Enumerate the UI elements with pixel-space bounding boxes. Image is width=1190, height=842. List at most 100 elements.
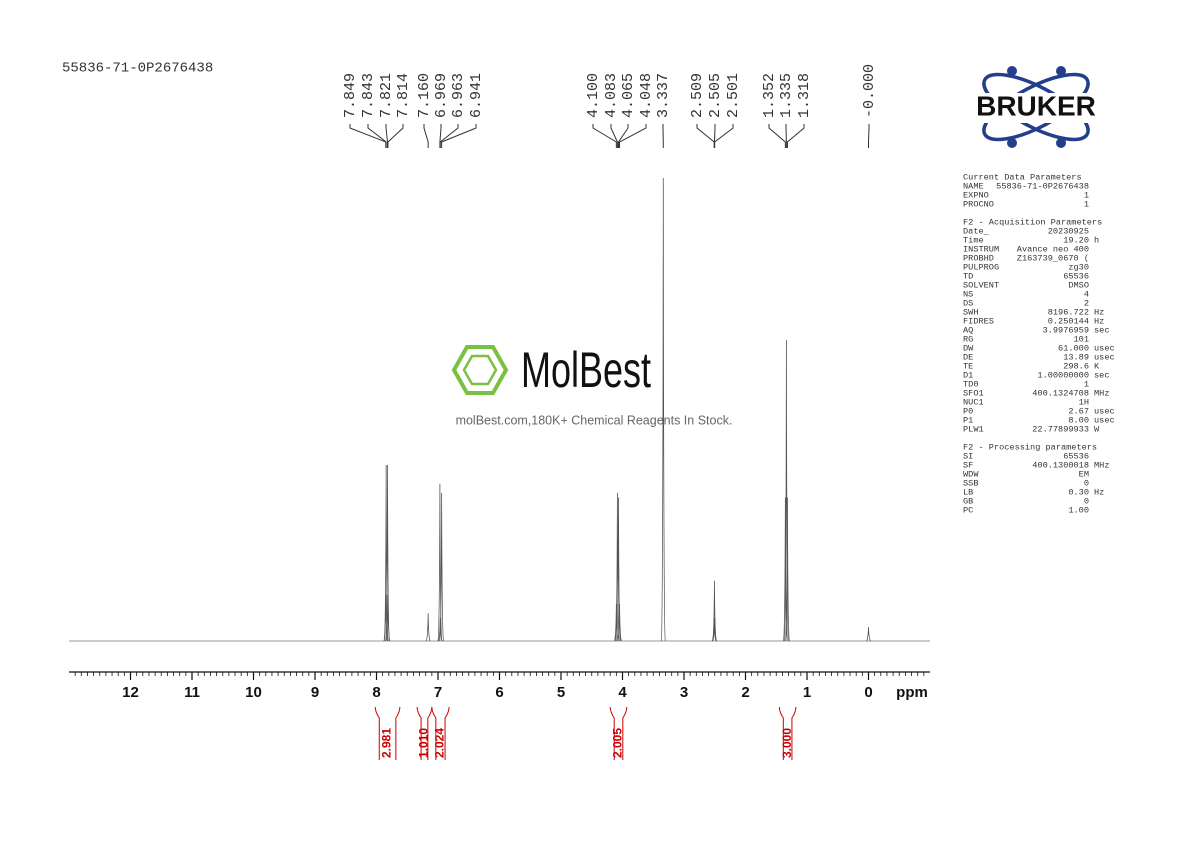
parameter-name: RG bbox=[963, 334, 973, 344]
parameter-value: 1.00 bbox=[1068, 505, 1089, 515]
peak-label: 6.969 bbox=[433, 73, 450, 118]
peak-label-connector bbox=[786, 124, 805, 148]
parameter-value: DMSO bbox=[1068, 280, 1089, 290]
parameter-value: 400.1324708 bbox=[1032, 388, 1089, 398]
parameter-name: Time bbox=[963, 235, 984, 245]
peak bbox=[712, 617, 718, 642]
parameter-name: FIDRES bbox=[963, 316, 994, 326]
peak-label-connector bbox=[696, 124, 715, 148]
parameter-unit: MHz bbox=[1094, 388, 1109, 398]
peak-label-connector bbox=[423, 124, 429, 148]
parameter-value: zg30 bbox=[1068, 262, 1089, 272]
parameter-name: DS bbox=[963, 298, 973, 308]
parameter-value: 1.00000000 bbox=[1037, 370, 1089, 380]
peak-label: 6.963 bbox=[450, 73, 467, 118]
parameter-name: SOLVENT bbox=[963, 280, 999, 290]
peak-label: 6.941 bbox=[468, 73, 485, 118]
parameter-unit: usec bbox=[1094, 352, 1115, 362]
parameter-value: 8196.722 bbox=[1048, 307, 1089, 317]
parameter-name: SWH bbox=[963, 307, 978, 317]
parameter-value: 101 bbox=[1074, 334, 1089, 344]
parameter-value: 19.20 bbox=[1063, 235, 1089, 245]
parameter-name: SF bbox=[963, 460, 973, 470]
parameter-name: NS bbox=[963, 289, 973, 299]
parameter-name: TD0 bbox=[963, 379, 978, 389]
parameter-name: TD bbox=[963, 271, 973, 281]
parameters-title: F2 - Acquisition Parameters bbox=[963, 217, 1102, 227]
parameter-value: 65536 bbox=[1063, 271, 1089, 281]
peak bbox=[784, 340, 789, 642]
peak-label: 4.065 bbox=[620, 73, 637, 118]
parameter-value: 1 bbox=[1084, 379, 1089, 389]
parameter-value: 13.89 bbox=[1063, 352, 1089, 362]
parameter-value: 2 bbox=[1084, 298, 1089, 308]
peak bbox=[660, 177, 666, 642]
watermark-icon bbox=[451, 345, 509, 395]
parameter-value: 0.250144 bbox=[1048, 316, 1089, 326]
parameter-unit: usec bbox=[1094, 343, 1115, 353]
parameter-value: 4 bbox=[1084, 289, 1089, 299]
peak-label-connector bbox=[610, 124, 618, 148]
integral-label: 1.010 bbox=[417, 728, 431, 758]
peak-label: 7.814 bbox=[395, 73, 412, 118]
watermark-brand: MolBest bbox=[521, 344, 651, 399]
x-tick-label: 2 bbox=[741, 684, 749, 701]
parameter-value: EM bbox=[1079, 469, 1089, 479]
peak-label: 2.509 bbox=[689, 73, 706, 118]
parameter-value: Avance neo 400 bbox=[1017, 244, 1089, 254]
parameter-value: 3.9976959 bbox=[1043, 325, 1089, 335]
parameter-name: INSTRUM bbox=[963, 244, 999, 254]
parameter-unit: Hz bbox=[1094, 487, 1104, 497]
peak-label: 7.160 bbox=[416, 73, 433, 118]
parameters-title: Current Data Parameters bbox=[963, 172, 1082, 182]
x-tick-label: 10 bbox=[245, 684, 262, 701]
parameters-title: F2 - Processing parameters bbox=[963, 442, 1097, 452]
parameter-unit: h bbox=[1094, 235, 1099, 245]
parameter-name: WDW bbox=[963, 469, 979, 479]
parameter-value: 22.77899933 bbox=[1032, 424, 1089, 434]
bruker-logo bbox=[982, 66, 1090, 148]
logo-backdrop bbox=[955, 93, 1117, 123]
parameter-value: 2.67 bbox=[1068, 406, 1089, 416]
parameter-value: 61.000 bbox=[1058, 343, 1089, 353]
peak-label-connector bbox=[714, 124, 734, 148]
peak bbox=[785, 497, 790, 642]
x-tick-label: 11 bbox=[184, 684, 200, 701]
parameter-value: 0 bbox=[1084, 496, 1089, 506]
parameter-unit: W bbox=[1094, 424, 1100, 434]
x-tick-label: 9 bbox=[311, 684, 319, 701]
peak bbox=[615, 492, 620, 642]
parameter-value: 1H bbox=[1079, 397, 1089, 407]
peak-label: 4.048 bbox=[638, 73, 655, 118]
peak-label: 1.352 bbox=[761, 73, 778, 118]
parameter-name: PLW1 bbox=[963, 424, 984, 434]
watermark-tagline: molBest.com,180K+ Chemical Reagents In S… bbox=[456, 413, 733, 427]
integral-label: 3.000 bbox=[780, 728, 794, 758]
peak-label-connector bbox=[619, 124, 647, 148]
parameter-value: 65536 bbox=[1063, 451, 1089, 461]
peak-label-connector bbox=[387, 124, 404, 148]
parameter-name: GB bbox=[963, 496, 973, 506]
x-tick-label: 3 bbox=[680, 684, 688, 701]
x-tick-label: 7 bbox=[434, 684, 442, 701]
parameter-name: P1 bbox=[963, 415, 973, 425]
peak-label: -0.000 bbox=[861, 64, 878, 118]
parameter-value: 8.00 bbox=[1068, 415, 1089, 425]
parameter-unit: Hz bbox=[1094, 307, 1104, 317]
x-tick-label: 8 bbox=[372, 684, 380, 701]
peak-label-connector bbox=[441, 124, 477, 148]
peak-label-connector bbox=[868, 124, 870, 148]
peak-label: 1.318 bbox=[796, 73, 813, 118]
integral-range bbox=[431, 706, 450, 760]
integral-label: 2.981 bbox=[380, 728, 394, 758]
integral-label: 2.024 bbox=[433, 728, 447, 758]
peak-label-connector bbox=[592, 124, 617, 148]
x-tick-label: 1 bbox=[803, 684, 811, 701]
parameter-name: DE bbox=[963, 352, 973, 362]
parameter-name: SFO1 bbox=[963, 388, 984, 398]
parameter-value: 0 bbox=[1084, 478, 1089, 488]
peak-label: 2.505 bbox=[707, 73, 724, 118]
x-tick-label: 5 bbox=[557, 684, 565, 701]
